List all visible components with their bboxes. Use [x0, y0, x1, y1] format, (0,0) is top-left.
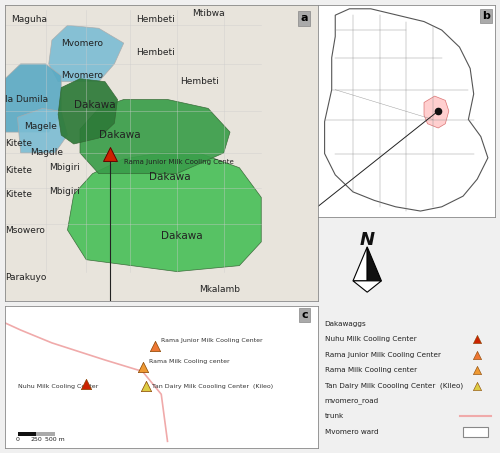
- Text: Magdle: Magdle: [30, 149, 63, 157]
- Text: Nuhu Milk Cooling Center: Nuhu Milk Cooling Center: [18, 384, 98, 389]
- Text: Tan Dairy Milk Coooling Center  (Kileo): Tan Dairy Milk Coooling Center (Kileo): [324, 382, 462, 389]
- Text: Tan Dairy Milk Coooling Center  (Kileo): Tan Dairy Milk Coooling Center (Kileo): [152, 384, 273, 389]
- Text: N: N: [360, 231, 375, 249]
- Point: [473, 382, 481, 389]
- Point: [473, 366, 481, 374]
- Text: Dakawa: Dakawa: [161, 231, 203, 241]
- Text: Rama Milk Cooling center: Rama Milk Cooling center: [324, 367, 416, 373]
- Point: [473, 336, 481, 343]
- Text: Rama Junior Milk Cooling Center: Rama Junior Milk Cooling Center: [161, 338, 263, 343]
- Text: c: c: [302, 310, 308, 320]
- Text: Hembeti: Hembeti: [136, 48, 175, 57]
- Text: Dakawa: Dakawa: [149, 172, 190, 182]
- Point: [434, 107, 442, 115]
- Text: Hembeti: Hembeti: [180, 77, 219, 86]
- Text: Rama Milk Cooling center: Rama Milk Cooling center: [149, 359, 230, 364]
- Text: Mvomero: Mvomero: [61, 39, 104, 48]
- Polygon shape: [80, 100, 230, 173]
- Text: Dakawa: Dakawa: [74, 101, 116, 111]
- Text: Mbigiri: Mbigiri: [49, 187, 80, 196]
- Text: Rama Junior Milk Cooling Cente: Rama Junior Milk Cooling Cente: [124, 159, 234, 165]
- Point: [106, 151, 114, 158]
- Text: b: b: [482, 11, 490, 21]
- Point: [151, 342, 159, 349]
- Text: Mbigiri: Mbigiri: [49, 163, 80, 172]
- Text: la Dumila: la Dumila: [5, 95, 48, 104]
- Point: [473, 351, 481, 358]
- Polygon shape: [353, 247, 367, 281]
- Text: Dakawa: Dakawa: [99, 130, 140, 140]
- Text: 250: 250: [30, 437, 42, 442]
- Text: Mvomero ward: Mvomero ward: [324, 429, 378, 435]
- Polygon shape: [353, 281, 382, 292]
- Text: Mkalamb: Mkalamb: [199, 285, 240, 294]
- Text: Mvomero: Mvomero: [61, 71, 104, 80]
- Text: 500 m: 500 m: [45, 437, 65, 442]
- Polygon shape: [424, 96, 449, 128]
- Text: Kitete: Kitete: [5, 190, 32, 199]
- Text: Rama Junior Milk Cooling Center: Rama Junior Milk Cooling Center: [324, 352, 440, 358]
- Text: 0: 0: [16, 437, 20, 442]
- Text: Hembeti: Hembeti: [136, 15, 175, 24]
- Text: Kitete: Kitete: [5, 140, 32, 149]
- Polygon shape: [324, 9, 488, 211]
- Text: Nuhu Milk Cooling Center: Nuhu Milk Cooling Center: [324, 336, 416, 342]
- Polygon shape: [58, 79, 118, 144]
- Text: mvomero_road: mvomero_road: [324, 398, 379, 404]
- Text: Parakuyo: Parakuyo: [5, 273, 46, 282]
- Text: Msowero: Msowero: [5, 226, 45, 235]
- Bar: [36, 432, 55, 436]
- Polygon shape: [18, 108, 68, 153]
- Point: [138, 363, 146, 371]
- Polygon shape: [68, 153, 261, 271]
- Text: Maguha: Maguha: [11, 15, 47, 24]
- Text: Kitete: Kitete: [5, 166, 32, 175]
- Polygon shape: [5, 64, 61, 132]
- Polygon shape: [367, 247, 382, 281]
- Point: [82, 381, 90, 388]
- Text: Mtibwa: Mtibwa: [192, 9, 225, 18]
- Text: a: a: [300, 14, 308, 24]
- Polygon shape: [49, 25, 124, 82]
- Bar: [18, 432, 36, 436]
- Text: Dakawaggs: Dakawaggs: [324, 321, 366, 327]
- Text: Magele: Magele: [24, 122, 56, 130]
- Bar: [463, 427, 488, 437]
- Point: [142, 382, 150, 389]
- Text: trunk: trunk: [324, 413, 344, 419]
